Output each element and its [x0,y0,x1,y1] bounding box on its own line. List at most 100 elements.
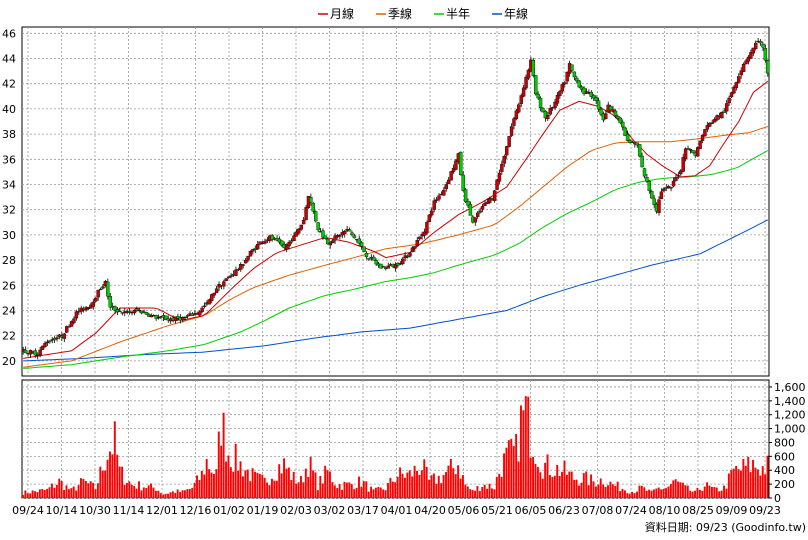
volume-bar [747,456,750,498]
price-tick-label: 34 [2,178,16,191]
candle-down [628,140,632,144]
candle-down [374,260,378,265]
volume-bar [428,479,431,498]
candle-up [712,119,717,123]
volume-bar [520,405,522,498]
candle-up [434,199,439,201]
candle-down [589,91,594,97]
candle-up [492,190,497,201]
legend-item: 年線 [492,6,528,21]
volume-bar [597,484,600,498]
volume-bar [614,485,617,498]
candle-down [350,232,354,235]
price-tick-label: 36 [2,153,16,166]
candle-up [502,156,506,164]
volume-bar [208,469,211,498]
candle-down [763,47,768,61]
candle-down [347,229,352,232]
volume-bar [551,477,554,498]
candle-up [683,148,688,159]
candle-up [297,228,301,234]
candle-up [183,316,187,318]
volume-bar [147,485,150,498]
volume-bar [77,485,80,498]
volume-bar [222,412,225,498]
price-tick-label: 38 [2,128,16,141]
volume-bar [503,453,505,498]
candle-up [330,240,335,244]
volume-bar [227,455,230,498]
volume-bar [273,480,276,498]
volume-tick-label: 1,200 [774,409,806,422]
volume-bar [561,471,564,498]
candle-down [289,240,294,243]
candle-up [437,195,441,200]
volume-bar [179,492,182,498]
volume-bar [681,482,684,498]
volume-bar [350,484,353,498]
candle-down [625,134,630,141]
candle-up [251,249,255,252]
candle-up [430,210,434,216]
candle-up [69,321,74,327]
volume-bar [515,434,518,498]
price-tick-label: 32 [2,204,16,217]
price-tick-label: 20 [2,355,16,368]
candle-up [517,104,521,113]
volume-tick-label: 400 [774,464,795,477]
candle-down [538,97,543,108]
volume-bar [135,488,138,498]
volume-bar [292,471,295,498]
candle-down [113,306,117,311]
candle-up [695,147,700,157]
candle-up [40,345,45,350]
candle-down [372,256,376,261]
volume-bar [304,468,307,498]
candle-up [737,76,741,83]
volume-bar [416,470,418,498]
volume-bar [411,476,414,498]
volume-bar [621,488,624,498]
candle-down [316,222,320,231]
volume-bar [413,465,416,498]
volume-bar [232,471,235,498]
candle-up [749,52,753,59]
volume-bar [367,491,370,498]
candle-down [758,40,763,44]
volume-bar [565,474,568,498]
volume-bar [626,493,629,498]
volume-bar [128,481,131,498]
volume-bar [744,465,747,498]
volume-bar [718,491,721,498]
date-tick-label: 06/05 [515,504,547,517]
volume-bar [759,475,762,498]
volume-bar [756,469,759,498]
volume-bar [239,461,242,498]
volume-bar [326,470,329,498]
candle-up [514,110,519,120]
volume-bar [650,490,653,498]
volume-bar [481,487,484,498]
legend: 月線 季線 半年 年線 [318,6,528,21]
volume-bar [237,470,240,498]
volume-bar [466,486,469,498]
candle-up [729,92,734,98]
candle-up [65,326,69,333]
candle-up [659,191,664,200]
date-tick-label: 07/24 [615,504,647,517]
candle-down [33,350,37,356]
volume-bar [394,482,397,498]
candle-down [77,311,81,313]
candle-up [521,87,526,97]
candle-up [676,175,681,177]
candle-down [599,109,603,115]
candle-down [541,107,545,113]
candle-down [52,337,57,341]
date-tick-label: 09/24 [12,504,44,517]
volume-bar [287,467,290,498]
candle-down [534,75,538,95]
volume-bar [691,491,694,498]
candle-up [263,240,267,244]
volume-bar [60,480,63,498]
candle-down [613,110,618,117]
